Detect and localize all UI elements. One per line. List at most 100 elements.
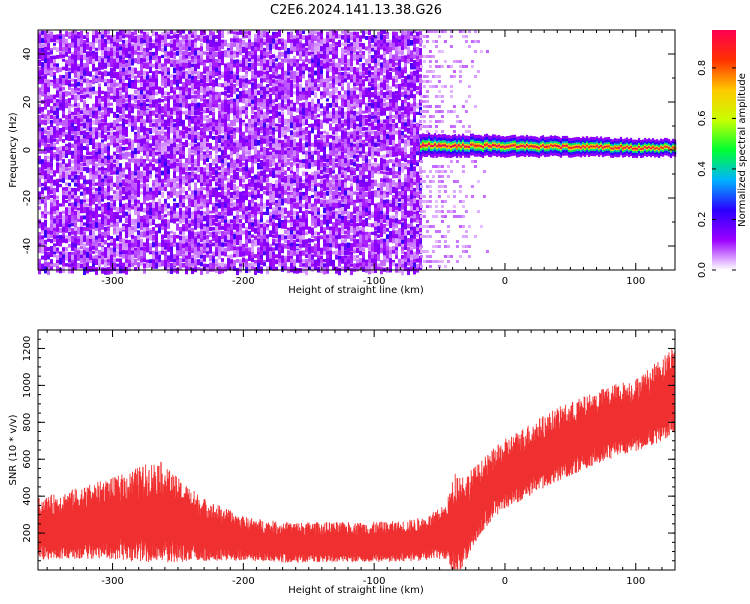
spectrogram-cell — [236, 190, 239, 198]
spectrogram-cell — [164, 266, 167, 271]
spectrogram-cell — [149, 222, 152, 226]
spectrogram-cell — [230, 179, 233, 183]
spectrogram-cell — [203, 151, 206, 155]
spectrogram-cell — [89, 183, 92, 188]
spectrogram-cell — [215, 34, 218, 39]
spectrogram-cell — [149, 55, 152, 61]
spectrogram-cell — [197, 223, 200, 229]
spectrogram-cell — [143, 258, 146, 263]
spectrogram-cell — [311, 106, 314, 114]
spectrogram-cell — [38, 107, 41, 114]
spectrogram-cell — [74, 39, 77, 47]
spectrogram-cell — [80, 203, 83, 208]
spectrogram-cell — [143, 242, 146, 247]
spectrogram-cell — [212, 210, 215, 214]
spectrogram-cell — [263, 150, 266, 157]
spectrogram-cell — [83, 102, 86, 109]
spectrogram-cell — [146, 235, 149, 240]
spectrogram-cell — [311, 194, 314, 199]
spectrogram-cell — [314, 63, 317, 68]
spectrogram-cell — [83, 183, 86, 191]
spectrogram-cell — [38, 59, 41, 65]
spectrogram-cell — [50, 99, 53, 104]
spectrogram-cell — [308, 106, 311, 113]
spectrogram-cell — [140, 222, 143, 231]
spectrogram-cell — [287, 71, 290, 78]
spectrogram-cell — [332, 30, 335, 39]
spectrogram-cell — [251, 214, 254, 218]
spectrogram-cell — [80, 147, 83, 154]
spectrogram-cell — [284, 130, 287, 134]
spectrogram-cell — [164, 154, 167, 161]
spectrogram-cell — [170, 122, 173, 129]
spectrogram-cell — [143, 42, 146, 47]
spectrogram-cell — [317, 42, 320, 48]
spectrogram-cell — [263, 170, 266, 175]
spectrogram-cell — [146, 75, 149, 81]
spectrogram-cell — [122, 135, 125, 140]
spectrogram-cell — [47, 91, 50, 99]
spectrogram-cell — [146, 183, 149, 191]
spectrogram-cell — [74, 154, 77, 162]
spectrogram-cell — [146, 79, 149, 87]
spectrogram-cell — [194, 207, 197, 212]
spectrogram-cell — [74, 126, 77, 134]
spectrogram-cell — [332, 139, 335, 146]
spectrogram-cell — [53, 103, 56, 107]
spectrogram-cell — [65, 195, 68, 200]
spectrogram-cell — [332, 95, 335, 101]
spectrogram-cell — [314, 143, 317, 148]
spectrogram-cell — [185, 142, 188, 148]
spectrogram-cell — [179, 123, 182, 127]
spectrogram-cell — [185, 70, 188, 76]
spectrogram-cell — [224, 211, 227, 216]
spectrogram-cell — [182, 59, 185, 65]
spectrogram-cell — [233, 119, 236, 127]
spectrogram-cell — [128, 239, 131, 247]
spectrogram-cell — [41, 170, 44, 179]
spectrogram-cell — [104, 70, 107, 77]
spectrogram-cell — [206, 175, 209, 182]
spectrogram-cell — [197, 71, 200, 76]
spectrogram-cell — [89, 122, 92, 130]
spectrogram-cell — [272, 143, 275, 151]
spectrogram-cell — [200, 223, 203, 230]
spectrogram-cell — [206, 183, 209, 187]
spectrogram-cell — [146, 42, 149, 50]
spectrogram-cell — [104, 62, 107, 69]
spectrogram-cell — [263, 262, 266, 266]
spectrogram-cell — [263, 111, 266, 118]
spectrogram-cell — [80, 230, 83, 235]
spectrogram-cell — [56, 151, 59, 157]
spectrogram-cell — [185, 139, 188, 144]
spectrogram-cell — [209, 198, 212, 205]
spectrogram-cell — [311, 171, 314, 178]
spectrogram-cell — [179, 34, 182, 38]
spectrogram-cell — [44, 214, 47, 219]
spectrogram-cell — [278, 178, 281, 187]
spectrogram-cell — [251, 55, 254, 60]
spectrogram-cell — [104, 82, 107, 87]
spectrogram-cell — [254, 254, 257, 259]
spectrogram-cell — [293, 158, 296, 164]
spectrogram-cell — [239, 98, 242, 103]
spectrogram-cell — [314, 170, 317, 179]
spectrogram-cell — [293, 198, 296, 203]
spectrogram-cell — [335, 250, 338, 258]
spectrogram-cell — [323, 158, 326, 163]
spectrogram-cell — [158, 43, 161, 49]
spectrogram-cell — [230, 107, 233, 112]
spectrogram-cell — [251, 222, 254, 230]
spectrogram-cell — [251, 206, 254, 215]
spectrogram-cell — [140, 30, 143, 34]
spectrogram-cell — [137, 235, 140, 242]
spectrogram-cell — [113, 34, 116, 41]
spectrogram-cell — [95, 250, 98, 254]
spectrogram-cell — [179, 51, 182, 56]
spectrogram-cell — [215, 150, 218, 154]
spectrogram-cell — [266, 178, 269, 183]
spectrogram-cell — [335, 195, 338, 202]
spectrogram-cell — [113, 202, 116, 207]
spectrogram-cell — [149, 42, 152, 51]
spectrogram-cell — [179, 235, 182, 241]
